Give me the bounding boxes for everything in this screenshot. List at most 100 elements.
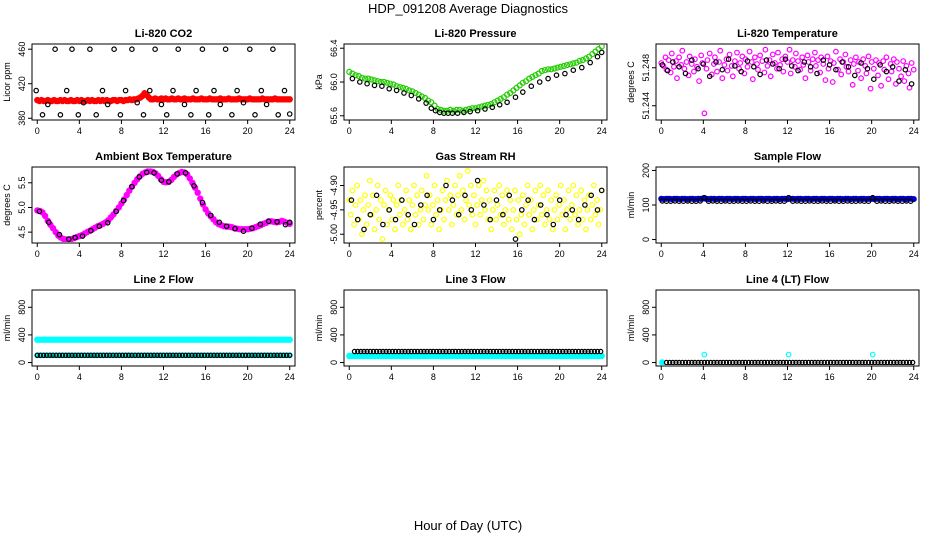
point-yellow (534, 216, 540, 223)
point-black (443, 182, 449, 189)
point-magenta (673, 58, 679, 64)
x-tick-label: 16 (513, 126, 523, 136)
point-yellow (512, 187, 518, 194)
point-black (676, 359, 682, 365)
point-green (544, 66, 552, 73)
point-green (491, 99, 498, 106)
point-black (550, 221, 557, 228)
point-black (33, 87, 40, 94)
point-yellow (346, 197, 353, 204)
point-yellow (396, 211, 403, 218)
point-black (75, 352, 82, 358)
panel-title: Li-820 Pressure (435, 28, 517, 40)
point-green (390, 81, 397, 88)
point-black (217, 352, 223, 358)
point-magenta (732, 58, 738, 64)
point-black (100, 352, 107, 358)
point-black (134, 99, 141, 106)
point-black (455, 211, 462, 218)
point-black (415, 96, 422, 102)
panel-title: Gas Stream RH (435, 151, 515, 163)
point-black (575, 348, 582, 355)
point-black (158, 101, 165, 108)
point-magenta (764, 63, 771, 69)
point-yellow (545, 187, 551, 194)
point-yellow (467, 182, 474, 189)
x-tick-label: 0 (347, 249, 352, 259)
point-yellow (444, 177, 451, 184)
point-black (158, 177, 165, 184)
x-tick-label: 20 (555, 372, 565, 382)
point-yellow (381, 202, 387, 208)
point-black (518, 207, 525, 213)
point-black (66, 352, 72, 358)
point-yellow (589, 202, 596, 208)
point-black (361, 348, 367, 355)
point-yellow (469, 211, 476, 218)
point-black (270, 46, 276, 53)
point-black (745, 359, 752, 365)
point-black (786, 359, 793, 365)
point-magenta (755, 66, 761, 73)
point-black (550, 348, 557, 355)
point-green (352, 72, 359, 79)
panel-title: Li-820 CO2 (135, 28, 192, 40)
point-black (755, 359, 761, 365)
point-black (199, 46, 206, 53)
point-yellow (400, 221, 406, 228)
point-black (211, 87, 217, 94)
point-black (249, 225, 255, 232)
point-black (679, 359, 685, 365)
point-black (151, 170, 157, 176)
point-magenta (838, 71, 845, 78)
point-black (723, 359, 730, 365)
point-yellow (412, 211, 419, 218)
point-black (711, 359, 717, 365)
panel-box_temp: Ambient Box Temperature 0 4 8 12 16 20 24 4.5 5.0… (2, 151, 296, 259)
point-black (56, 231, 63, 238)
data-points (658, 46, 917, 117)
point-black (204, 352, 211, 358)
point-black (227, 352, 233, 358)
point-black (59, 352, 66, 358)
y-tick-label: 0 (641, 237, 651, 242)
point-black (818, 359, 824, 365)
data-points (659, 351, 916, 365)
y-axis-label: kPa (314, 74, 324, 90)
point-black (869, 359, 875, 365)
point-black (582, 348, 588, 355)
point-cyan (286, 336, 293, 343)
point-black (88, 352, 94, 358)
point-magenta (724, 67, 731, 74)
point-magenta (728, 63, 735, 69)
x-tick-label: 0 (347, 372, 352, 382)
point-magenta (701, 110, 708, 117)
point-magenta (752, 54, 758, 61)
point-black (36, 208, 43, 215)
x-tick-label: 4 (77, 126, 82, 136)
x-tick-label: 4 (701, 249, 706, 259)
point-yellow (414, 192, 421, 199)
point-yellow (466, 202, 473, 208)
point-green (541, 67, 549, 74)
point-yellow (461, 216, 468, 223)
point-black (506, 192, 513, 199)
point-black (386, 86, 393, 92)
point-black (706, 73, 713, 80)
point-yellow (578, 187, 585, 194)
y-axis-label: ml/min (2, 315, 12, 342)
point-green (579, 56, 586, 64)
x-tick-label: 0 (347, 126, 352, 136)
point-magenta (787, 70, 794, 77)
y-tick-label: 66.4 (329, 39, 339, 57)
point-black (373, 348, 380, 355)
point-black (834, 359, 840, 365)
point-black (222, 46, 229, 53)
point-black (528, 83, 535, 90)
point-green (406, 87, 413, 94)
point-black (537, 202, 544, 208)
point-yellow (538, 211, 545, 218)
point-yellow (351, 221, 357, 228)
point-yellow (377, 197, 384, 204)
point-black (79, 233, 86, 239)
